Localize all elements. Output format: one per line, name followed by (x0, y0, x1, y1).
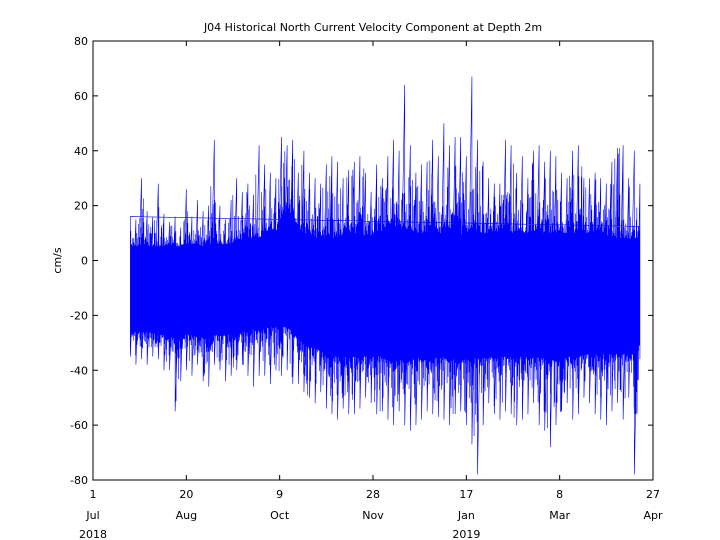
x-tick-month-label: Mar (549, 509, 570, 522)
y-tick-label: 40 (74, 145, 88, 158)
x-tick-year-label: 2019 (452, 528, 480, 540)
x-tick-day-label: 20 (179, 488, 193, 501)
y-tick-label: 20 (74, 200, 88, 213)
x-tick-day-label: 17 (459, 488, 473, 501)
x-tick-month-label: Jan (457, 509, 475, 522)
x-tick-month-label: Nov (362, 509, 384, 522)
y-tick-label: 0 (81, 255, 88, 268)
x-tick-month-label: Oct (270, 509, 290, 522)
series-layer (130, 76, 641, 475)
x-tick-day-label: 27 (646, 488, 660, 501)
x-tick-day-label: 9 (276, 488, 283, 501)
x-tick-year-label: 2018 (79, 528, 107, 540)
y-tick-label: -80 (70, 474, 88, 487)
x-tick-month-label: Jul (85, 509, 99, 522)
y-axis-label: cm/s (51, 247, 64, 273)
y-axis: -80 -60 -40 -20 0 20 40 60 80 (70, 35, 653, 487)
y-tick-label: -40 (70, 364, 88, 377)
y-tick-label: -20 (70, 309, 88, 322)
y-tick-label: 80 (74, 35, 88, 48)
x-tick-day-label: 1 (90, 488, 97, 501)
x-tick-day-label: 28 (366, 488, 380, 501)
y-tick-label: -60 (70, 419, 88, 432)
x-axis: 1 Jul 2018 20 Aug 9 Oct 28 Nov 17 Jan 2019 8 Mar 27 Apr (79, 41, 663, 540)
x-tick-month-label: Aug (176, 509, 197, 522)
x-tick-month-label: Apr (643, 509, 663, 522)
y-tick-label: 60 (74, 90, 88, 103)
x-tick-day-label: 8 (556, 488, 563, 501)
chart-title: J04 Historical North Current Velocity Co… (203, 21, 542, 34)
velocity-series-core (130, 211, 640, 360)
